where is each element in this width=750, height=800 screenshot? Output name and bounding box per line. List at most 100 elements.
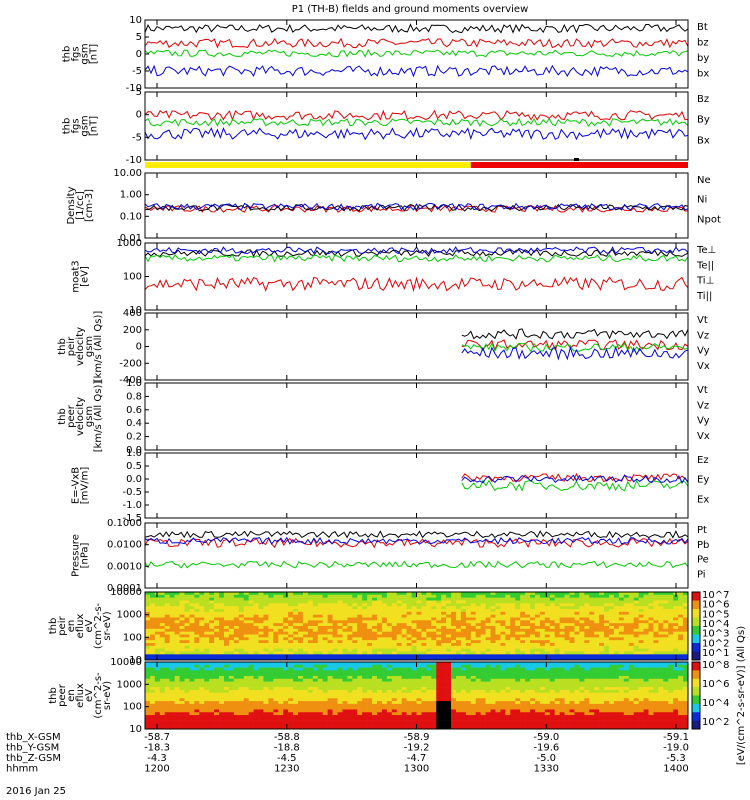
spectrogram-cell — [638, 628, 644, 632]
spectrogram-cell — [194, 654, 200, 658]
spectrogram-cell — [663, 631, 669, 635]
spectrogram-cell — [613, 657, 620, 661]
spectrogram-cell — [460, 620, 467, 624]
spectrogram-cell — [174, 606, 180, 610]
spectrogram-cell — [648, 617, 654, 621]
spectrogram-cell — [283, 689, 289, 694]
spectrogram-cell — [599, 611, 605, 615]
spectrogram-cell — [599, 654, 605, 658]
y-axis-label-line: gsm — [84, 406, 95, 427]
spectrogram-cell — [372, 640, 378, 644]
spectrogram-cell — [530, 692, 536, 696]
spectrogram-cell — [475, 626, 481, 630]
spectrogram-cell — [184, 631, 190, 635]
spectrogram-cell — [411, 678, 417, 682]
spectrogram-cell — [347, 709, 353, 713]
spectrogram-cell — [228, 684, 235, 688]
spectrogram-cell — [559, 715, 565, 719]
spectrogram-cell — [648, 620, 654, 624]
spectrogram-cell — [451, 603, 457, 607]
spectrogram-cell — [559, 628, 565, 632]
spectrogram-cell — [530, 645, 536, 649]
spectrogram-cell — [609, 603, 615, 607]
spectrogram-cell — [455, 611, 462, 615]
spectrogram-cell — [609, 606, 615, 610]
spectrogram-cell — [510, 681, 516, 685]
spectrogram-cell — [164, 678, 170, 682]
spectrogram-cell — [431, 695, 437, 699]
spectrogram-cell — [238, 701, 245, 705]
spectrogram-cell — [199, 643, 205, 647]
spectrogram-cell — [273, 678, 279, 682]
spectrogram-cell — [362, 715, 368, 719]
spectrogram-cell — [396, 664, 402, 668]
spectrogram-cell — [451, 717, 457, 721]
spectrogram-cell — [372, 648, 378, 652]
spectrogram-cell — [145, 640, 151, 644]
spectrogram-cell — [554, 692, 560, 696]
spectrogram-cell — [391, 667, 398, 671]
spectrogram-cell — [342, 687, 348, 691]
spectrogram-cell — [248, 634, 254, 638]
spectrogram-cell — [342, 597, 348, 601]
spectrogram-cell — [564, 634, 570, 638]
y-axis-label-line: velocity — [75, 327, 86, 366]
spectrogram-cell — [465, 631, 472, 635]
spectrogram-cell — [347, 606, 353, 610]
spectrogram-cell — [451, 706, 457, 710]
spectrogram-cell — [169, 628, 175, 632]
spectrogram-cell — [223, 689, 230, 694]
spectrogram-cell — [530, 678, 536, 682]
spectrogram-cell — [342, 631, 348, 635]
y-axis-label-line: fgs — [71, 46, 82, 61]
spectrogram-cell — [549, 709, 556, 713]
panel-frame — [144, 312, 689, 381]
spectrogram-cell — [159, 689, 166, 694]
y-axis-label: E=-VxB[mV/m] — [71, 467, 91, 505]
spectrogram-cell — [436, 717, 442, 721]
spectrogram-cell — [174, 662, 180, 666]
spectrogram-cell — [342, 609, 348, 613]
spectrogram-cell — [431, 645, 437, 649]
spectrogram-cell — [184, 645, 190, 649]
spectrogram-cell — [352, 643, 358, 647]
spectrogram-cell — [485, 664, 491, 668]
spectrogram-cell — [628, 592, 634, 596]
spectrogram-cell — [238, 626, 245, 630]
spectrogram-cell — [485, 645, 491, 649]
spectrogram-cell — [293, 600, 299, 604]
spectrogram-cell — [233, 662, 240, 666]
spectrogram-cell — [302, 643, 309, 647]
spectrogram-cell — [594, 594, 600, 598]
spectrogram-cell — [253, 648, 259, 652]
spectrogram-cell — [357, 620, 363, 624]
spectrogram-cell — [322, 709, 328, 713]
spectrogram-cell — [307, 654, 314, 658]
spectrogram-cell — [332, 623, 338, 627]
spectrogram-cell — [411, 706, 417, 710]
series-line-Ey — [461, 479, 689, 492]
spectrogram-cell — [475, 692, 481, 696]
spectrogram-cell — [628, 654, 634, 658]
spectrogram-cell — [574, 623, 580, 627]
spectrogram-cell — [273, 670, 279, 674]
spectrogram-cell — [426, 687, 432, 691]
spectrogram-cell — [184, 717, 190, 721]
spectrogram-cell — [322, 701, 328, 705]
spectrogram-cell — [574, 651, 580, 655]
spectrogram-cell — [515, 706, 521, 710]
spectrogram-cell — [386, 678, 393, 682]
spectrogram-cell — [179, 678, 185, 682]
spectrogram-cell — [470, 673, 477, 677]
colorbar-tick-label: 10^4 — [702, 619, 729, 630]
spectrogram-cell — [638, 651, 644, 655]
spectrogram-cell — [451, 609, 457, 613]
spectrogram-cell — [525, 651, 531, 655]
spectrogram-cell — [549, 667, 556, 671]
spectrogram-cell — [219, 706, 225, 710]
spectrogram-cell — [643, 592, 649, 596]
spectrogram-cell — [352, 678, 358, 682]
spectrogram-cell — [362, 675, 368, 680]
spectrogram-cell — [184, 648, 190, 652]
spectrogram-cell — [298, 662, 304, 666]
